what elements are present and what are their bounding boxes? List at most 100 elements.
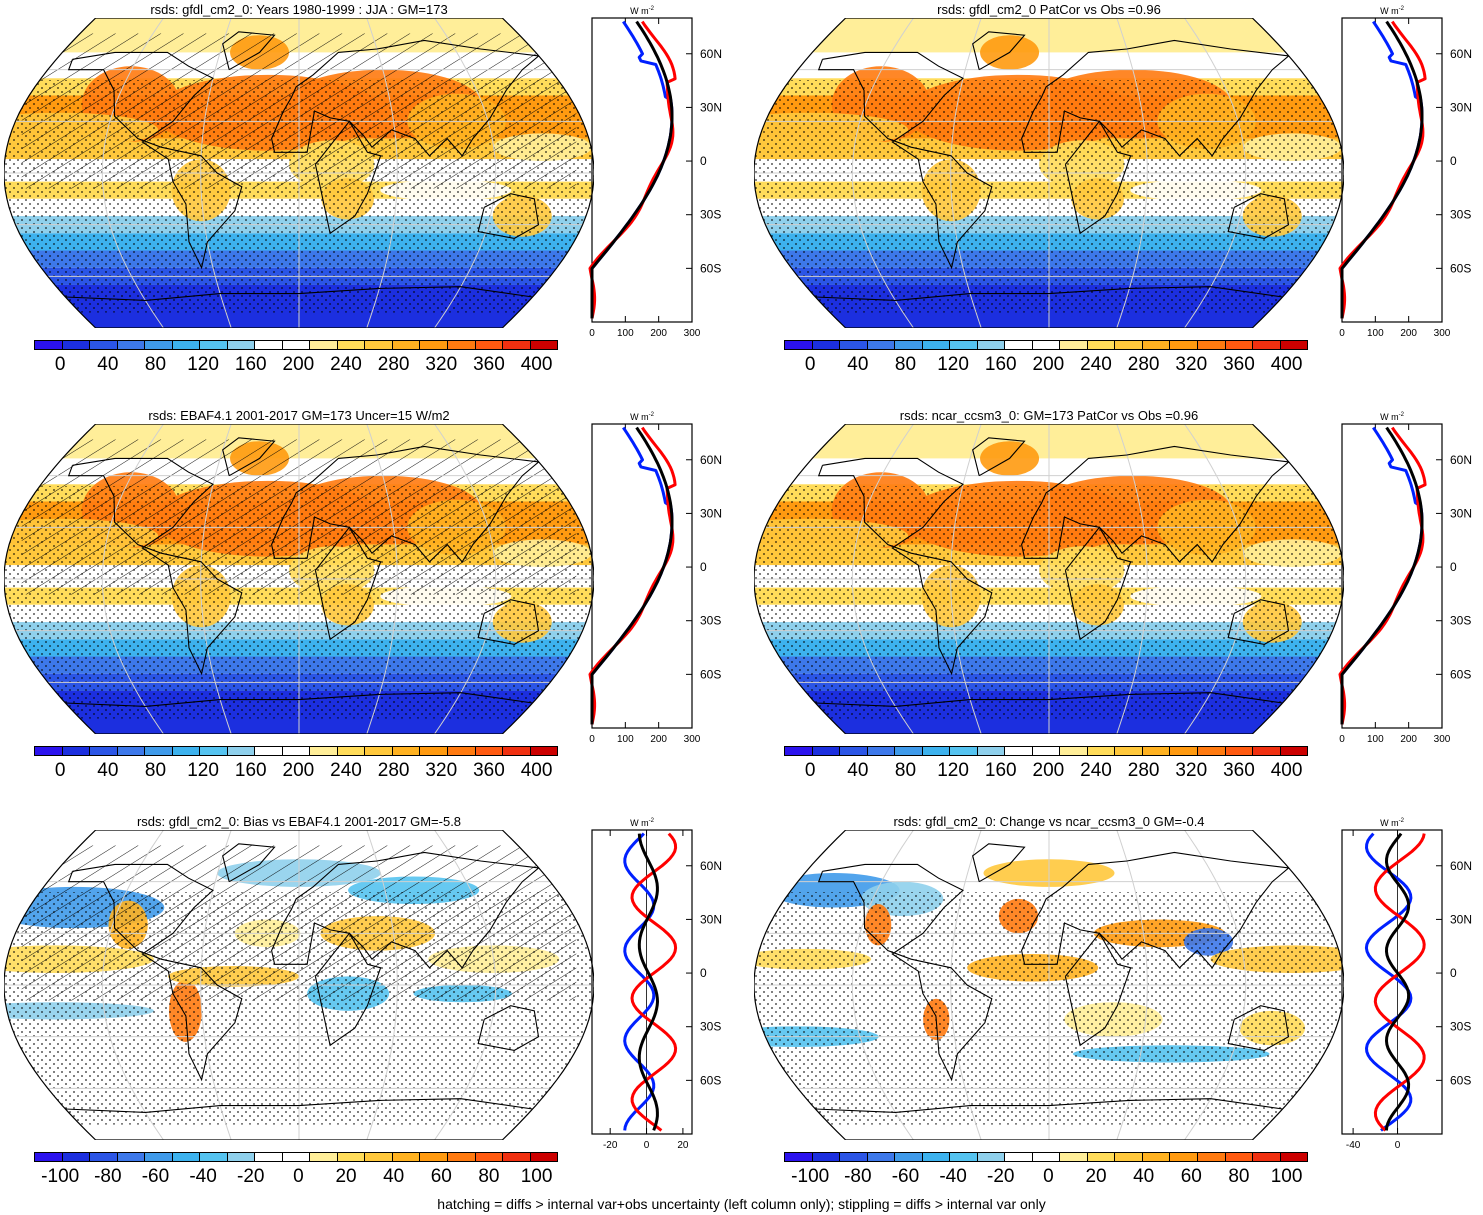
colorbar-swatch — [62, 1153, 91, 1161]
colorbar-label: 0 — [804, 760, 816, 781]
panel-p5: rsds: gfdl_cm2_0: Bias vs EBAF4.1 2001-2… — [0, 812, 740, 1202]
zonal-x-tick-label: 300 — [1434, 734, 1451, 745]
zonal-lat-label: 60N — [1450, 47, 1472, 61]
colorbar-label: 200 — [1032, 354, 1065, 375]
zonal-mean-plot: W m-2 0 100 200 300 60N 30N 0 30S 60S — [588, 6, 722, 339]
colorbar-label: 80 — [144, 354, 167, 375]
zonal-lat-label: 30S — [1450, 208, 1471, 222]
colorbar-label: 160 — [234, 354, 267, 375]
colorbar-label: 40 — [97, 354, 119, 375]
colorbar-label: 120 — [937, 760, 969, 781]
colorbar-swatch — [1060, 1153, 1088, 1161]
zonal-curve — [1340, 20, 1424, 319]
colorbar-swatch — [475, 747, 504, 755]
colorbar-swatch — [35, 747, 63, 755]
colorbar-swatch — [922, 341, 951, 349]
zonal-x-tick-label: 100 — [617, 734, 634, 745]
colorbar-swatch — [145, 1153, 173, 1161]
colorbar-swatch — [337, 747, 366, 755]
zonal-curve — [1338, 426, 1427, 725]
zonal-x-tick-label: 0 — [1339, 734, 1345, 745]
colorbar-label: 240 — [330, 354, 362, 375]
zonal-curve — [1373, 833, 1426, 1132]
colorbar-swatch — [365, 341, 393, 349]
colorbar-label: 40 — [847, 760, 869, 781]
colorbar-swatch — [503, 341, 531, 349]
panel-p6: rsds: gfdl_cm2_0: Change vs ncar_ccsm3_0… — [750, 812, 1483, 1202]
colorbar-label: 40 — [97, 760, 119, 781]
colorbar-label: 60 — [1180, 1166, 1202, 1187]
zonal-curve — [590, 20, 674, 319]
colorbar-label: 80 — [144, 760, 167, 781]
colorbar-swatch — [840, 341, 868, 349]
zonal-lat-label: 60S — [1450, 1073, 1471, 1087]
map-p3 — [3, 423, 595, 735]
map-p1 — [3, 17, 595, 329]
colorbar-label: 240 — [330, 760, 362, 781]
colorbar-swatch — [1253, 341, 1281, 349]
colorbar-swatch — [172, 341, 201, 349]
colorbar-swatch — [895, 747, 923, 755]
colorbar-swatch — [447, 747, 476, 755]
zonal-x-tick-label: 100 — [1367, 734, 1384, 745]
colorbar-label: 360 — [473, 354, 505, 375]
zonal-lat-label: 30S — [1450, 1020, 1471, 1034]
panel-p4: rsds: ncar_ccsm3_0: GM=173 PatCor vs Obs… — [750, 406, 1483, 796]
colorbar-swatch — [785, 1153, 813, 1161]
colorbar-swatch — [895, 341, 923, 349]
zonal-x-tick-label: 0 — [1395, 1140, 1401, 1151]
colorbar-swatch — [1005, 747, 1033, 755]
colorbar-swatch — [172, 1153, 201, 1161]
zonal-lat-label: 30S — [1450, 614, 1471, 628]
zonal-curve — [588, 20, 677, 319]
zonal-lat-label: 60S — [700, 667, 721, 681]
panel-title: rsds: ncar_ccsm3_0: GM=173 PatCor vs Obs… — [899, 408, 1199, 423]
colorbar-swatch — [200, 747, 228, 755]
colorbar-swatch — [785, 341, 813, 349]
colorbar-label: 400 — [1270, 354, 1303, 375]
colorbar-label: 240 — [1080, 354, 1112, 375]
panel-title: rsds: gfdl_cm2_0: Years 1980-1999 : JJA … — [150, 2, 448, 17]
zonal-lat-label: 0 — [700, 966, 707, 980]
zonal-lat-label: 60N — [700, 859, 722, 873]
panel-p1: rsds: gfdl_cm2_0: Years 1980-1999 : JJA … — [0, 0, 740, 390]
colorbar — [784, 340, 1308, 350]
colorbar-swatch — [1225, 1153, 1254, 1161]
colorbar-swatch — [62, 747, 91, 755]
zonal-mean-container: W m-2 -20 0 20 60N 30N 0 30S 60S — [591, 818, 744, 1159]
colorbar-label: 0 — [54, 354, 66, 375]
colorbar-swatch — [1060, 341, 1088, 349]
zonal-mean-container: W m-2 0 100 200 300 60N 30N 0 30S 60S — [588, 412, 744, 753]
colorbar — [34, 746, 558, 756]
zonal-lat-label: 60N — [700, 47, 722, 61]
zonal-x-tick-label: 0 — [644, 1140, 650, 1151]
colorbar-label: 280 — [1127, 760, 1160, 781]
zonal-lat-label: 60S — [700, 1073, 721, 1087]
colorbar-swatch — [1087, 341, 1116, 349]
colorbar-swatch — [922, 747, 951, 755]
zonal-mean-plot: W m-2 0 100 200 300 60N 30N 0 30S 60S — [1338, 6, 1472, 339]
zonal-mean-container: W m-2 0 100 200 300 60N 30N 0 30S 60S — [588, 6, 744, 347]
colorbar-swatch — [475, 341, 504, 349]
colorbar-label: 360 — [1223, 760, 1255, 781]
colorbar-swatch — [145, 747, 173, 755]
colorbar-label: -80 — [844, 1166, 872, 1187]
colorbar-label: 80 — [478, 1166, 500, 1187]
colorbar-swatch — [117, 341, 146, 349]
zonal-lat-label: 30N — [1450, 912, 1472, 926]
zonal-x-tick-label: 0 — [589, 328, 595, 339]
zonal-mean-plot: W m-2 -40 0 60N 30N 0 30S 60S — [1341, 818, 1472, 1151]
zonal-lat-label: 30S — [700, 208, 721, 222]
zonal-mean-container: W m-2 -40 0 60N 30N 0 30S 60S — [1341, 818, 1483, 1159]
colorbar-swatch — [282, 341, 311, 349]
colorbar-label: 320 — [1175, 760, 1208, 781]
colorbar-swatch — [365, 1153, 393, 1161]
colorbar-swatch — [310, 1153, 338, 1161]
zonal-mean-container: W m-2 0 100 200 300 60N 30N 0 30S 60S — [1338, 412, 1483, 753]
colorbar-label: 400 — [1270, 760, 1303, 781]
colorbar-swatch — [1225, 747, 1254, 755]
colorbar-swatch — [867, 1153, 896, 1161]
colorbar-swatch — [1115, 341, 1143, 349]
zonal-x-tick-label: 200 — [650, 328, 667, 339]
map-container — [3, 829, 595, 1145]
